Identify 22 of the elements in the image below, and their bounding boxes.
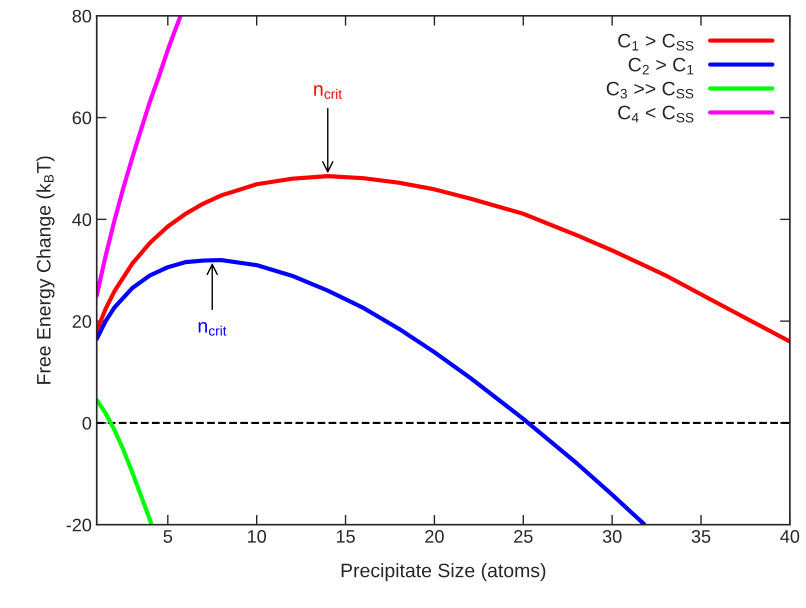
- y-axis-title: Free Energy Change (k$_{B}$T): [36, 156, 55, 384]
- legend-label: C$_{4}$ < C$_{SS}$: [618, 106, 694, 122]
- y-tick-label: 20: [72, 315, 92, 328]
- legend-label: C$_{2}$ > C$_{1}$: [628, 58, 694, 74]
- x-tick-label: 20: [425, 530, 444, 543]
- x-tick-label: 10: [248, 530, 266, 543]
- x-tick-label: 15: [336, 530, 355, 543]
- x-tick-label: 35: [692, 530, 710, 543]
- annotation: n$_{crit}$: [198, 322, 226, 336]
- x-tick-label: 40: [780, 530, 800, 543]
- x-axis-title: Precipitate Size (atoms): [342, 563, 546, 582]
- legend-label: C$_{1}$ > C$_{SS}$: [618, 34, 694, 51]
- x-tick-label: 5: [164, 530, 172, 543]
- annotation: n$_{crit}$: [314, 85, 342, 99]
- x-tick-label: 25: [514, 530, 533, 543]
- y-tick-label: 0: [82, 416, 92, 430]
- legend-label: C$_{3}$ >> C$_{SS}$: [606, 82, 694, 98]
- y-tick-label: 40: [72, 213, 92, 226]
- y-tick-label: -20: [66, 518, 92, 532]
- x-tick-label: 30: [602, 530, 622, 543]
- y-tick-label: 60: [72, 112, 92, 124]
- y-tick-label: 80: [72, 10, 92, 23]
